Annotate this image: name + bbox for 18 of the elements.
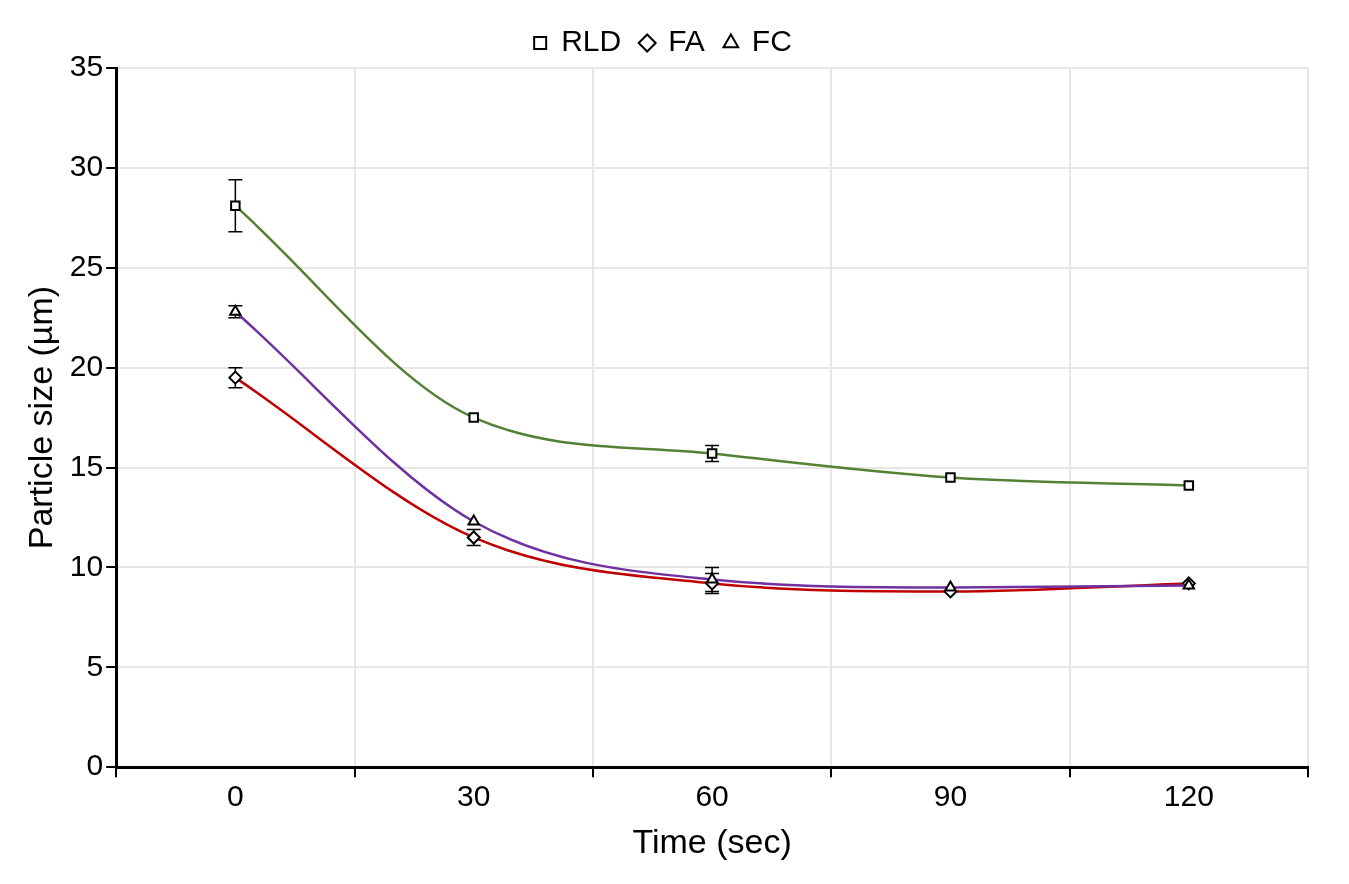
y-tick-label: 30 — [69, 149, 104, 183]
x-tick-label: 60 — [695, 779, 729, 813]
legend-label: RLD — [561, 24, 622, 58]
y-tick-label: 20 — [69, 348, 104, 382]
legend-label: FA — [668, 24, 705, 58]
y-tick-label: 15 — [69, 448, 104, 482]
x-tick-label: 30 — [457, 779, 491, 813]
x-tick-label: 120 — [1163, 779, 1214, 813]
y-tick-label: 35 — [69, 49, 104, 83]
legend-label: FC — [751, 24, 792, 58]
x-tick-label: 90 — [933, 779, 968, 813]
y-axis-title: Particle size (µm) — [20, 285, 59, 550]
y-tick-label: 5 — [86, 648, 104, 682]
y-tick-label: 0 — [86, 748, 104, 782]
x-axis-title: Time (sec) — [632, 821, 792, 860]
y-tick-label: 10 — [69, 548, 104, 582]
y-tick-label: 25 — [69, 249, 104, 283]
x-tick-label: 0 — [227, 779, 244, 813]
